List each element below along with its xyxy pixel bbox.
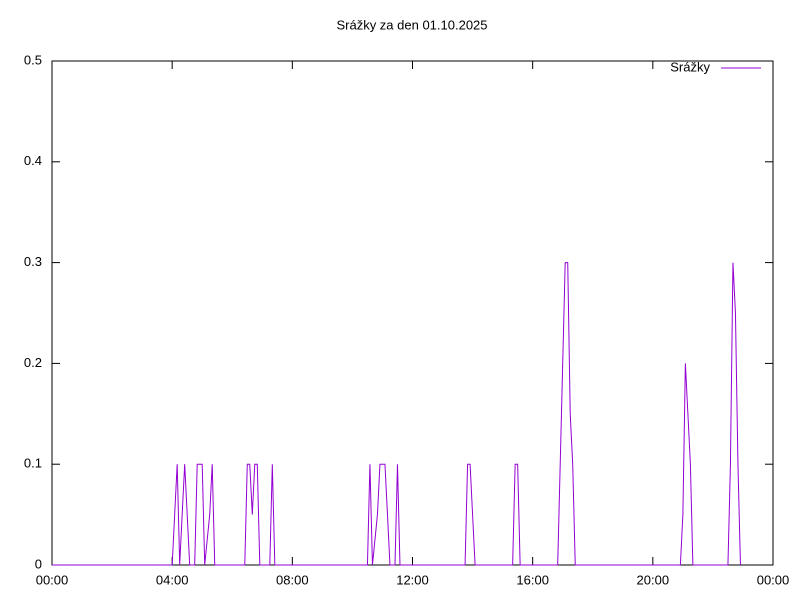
y-tick-label: 0.5 (24, 52, 42, 67)
y-tick-label: 0.4 (24, 153, 42, 168)
y-tick-label: 0.2 (24, 355, 42, 370)
data-line (52, 262, 741, 566)
x-tick-label: 08:00 (276, 572, 309, 587)
x-tick-label: 00:00 (36, 572, 69, 587)
x-tick-label: 20:00 (637, 572, 670, 587)
x-tick-label: 04:00 (156, 572, 189, 587)
x-tick-label: 16:00 (516, 572, 549, 587)
x-tick-label: 12:00 (396, 572, 429, 587)
y-tick-label: 0 (35, 556, 42, 571)
y-tick-label: 0.1 (24, 456, 42, 471)
x-tick-label: 00:00 (757, 572, 790, 587)
chart-title: Srážky za den 01.10.2025 (336, 17, 487, 32)
y-tick-label: 0.3 (24, 254, 42, 269)
legend-label: Srážky (670, 59, 710, 74)
